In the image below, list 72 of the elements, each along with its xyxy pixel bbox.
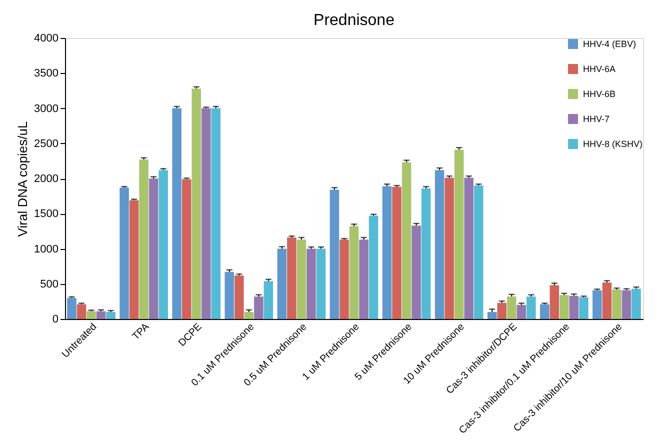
bar [254,296,264,319]
bar [550,285,560,319]
bar [182,179,192,319]
y-tick-label: 4000 [34,32,58,44]
bar [264,281,274,319]
bar [330,190,340,319]
bar [444,178,454,319]
y-tick-label: 0 [52,314,58,326]
legend-label: HHV-6A [583,64,616,74]
bar [244,312,254,319]
bar [359,240,368,319]
y-tick-label: 3000 [34,102,58,115]
y-axis-title: Viral DNA copies/uL [15,121,30,237]
bar [526,296,536,319]
bar [602,282,612,319]
bar [392,186,402,319]
y-tick-label: 3500 [34,68,58,80]
bar [96,311,106,319]
y-tick-label: 2500 [34,138,58,150]
bar [540,304,550,319]
bar [67,298,76,319]
bar [76,304,86,319]
bar [382,186,392,319]
chart-title: Prednisone [314,12,395,29]
bar [192,88,201,319]
bar [224,272,234,319]
bar [211,108,221,319]
bar [402,162,412,319]
bar [474,186,484,319]
x-tick-label: TPA [130,321,152,343]
bar [454,150,464,319]
bar [612,289,622,319]
bar [287,238,296,319]
bar [487,312,497,319]
y-tick-label: 1000 [34,243,58,256]
legend-label: HHV-8 (KSHV) [583,139,643,149]
bar [507,296,516,319]
bar [120,188,129,319]
bar [569,296,579,319]
bar [234,275,244,319]
y-tick-label: 1500 [34,208,58,220]
bar [412,226,421,319]
bar [296,240,306,319]
bar [340,240,349,319]
bar [172,108,182,319]
bar [316,248,326,319]
bar [158,170,168,319]
bar [86,311,96,319]
legend-label: HHV-7 [583,114,610,124]
legend-label: HHV-4 (EBV) [583,39,636,49]
y-tick-label: 2000 [34,173,58,185]
bar [421,188,431,319]
bar [632,288,641,319]
bar [201,108,211,319]
bar [622,290,632,319]
legend-label: HHV-6B [583,89,616,99]
bar [277,248,287,319]
bar [579,297,588,319]
bar [139,160,148,319]
bar [106,312,116,319]
bar [516,304,526,319]
bar [434,170,444,319]
bar [560,295,569,319]
y-tick-label: 500 [40,278,58,290]
bar [129,200,139,319]
bar [497,302,507,319]
bar [349,226,359,319]
bar [148,178,158,319]
bar [306,248,316,319]
bar [464,178,474,319]
bar [592,290,602,319]
bar [368,216,378,319]
